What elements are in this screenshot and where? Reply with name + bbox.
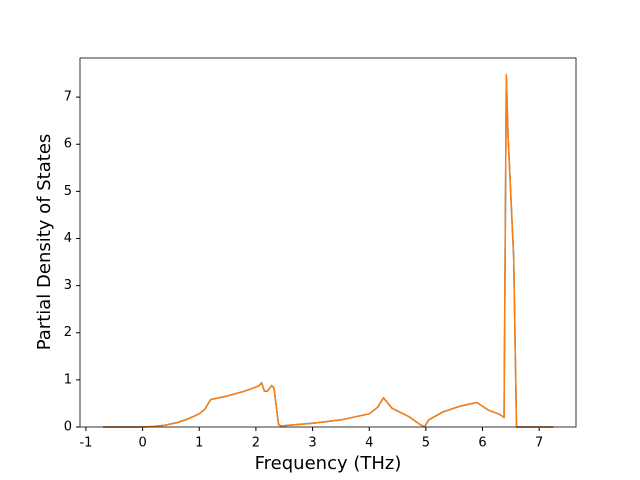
y-tick-label: 3 [64, 278, 72, 293]
x-axis-label: Frequency (THz) [255, 453, 402, 474]
x-tick-label: 5 [422, 436, 430, 451]
y-tick-label: 2 [64, 325, 72, 340]
y-tick-label: 5 [64, 184, 72, 199]
data-line [102, 74, 554, 428]
y-tick-label: 0 [64, 420, 72, 435]
x-tick-label: 7 [535, 436, 543, 451]
x-tick-label: -1 [79, 436, 92, 451]
x-tick-label: 2 [252, 436, 260, 451]
data-line [102, 74, 554, 428]
y-tick-label: 6 [64, 137, 72, 152]
x-tick-label: 1 [195, 436, 203, 451]
x-tick-label: 0 [138, 436, 146, 451]
x-tick-label: 3 [308, 436, 316, 451]
y-tick-label: 1 [64, 372, 72, 387]
y-axis-label: Partial Density of States [34, 134, 55, 351]
x-tick-label: 6 [478, 436, 486, 451]
plot-frame [79, 57, 577, 428]
y-tick-label: 4 [64, 231, 72, 246]
x-tick-label: 4 [365, 436, 373, 451]
y-tick-label: 7 [64, 90, 72, 105]
